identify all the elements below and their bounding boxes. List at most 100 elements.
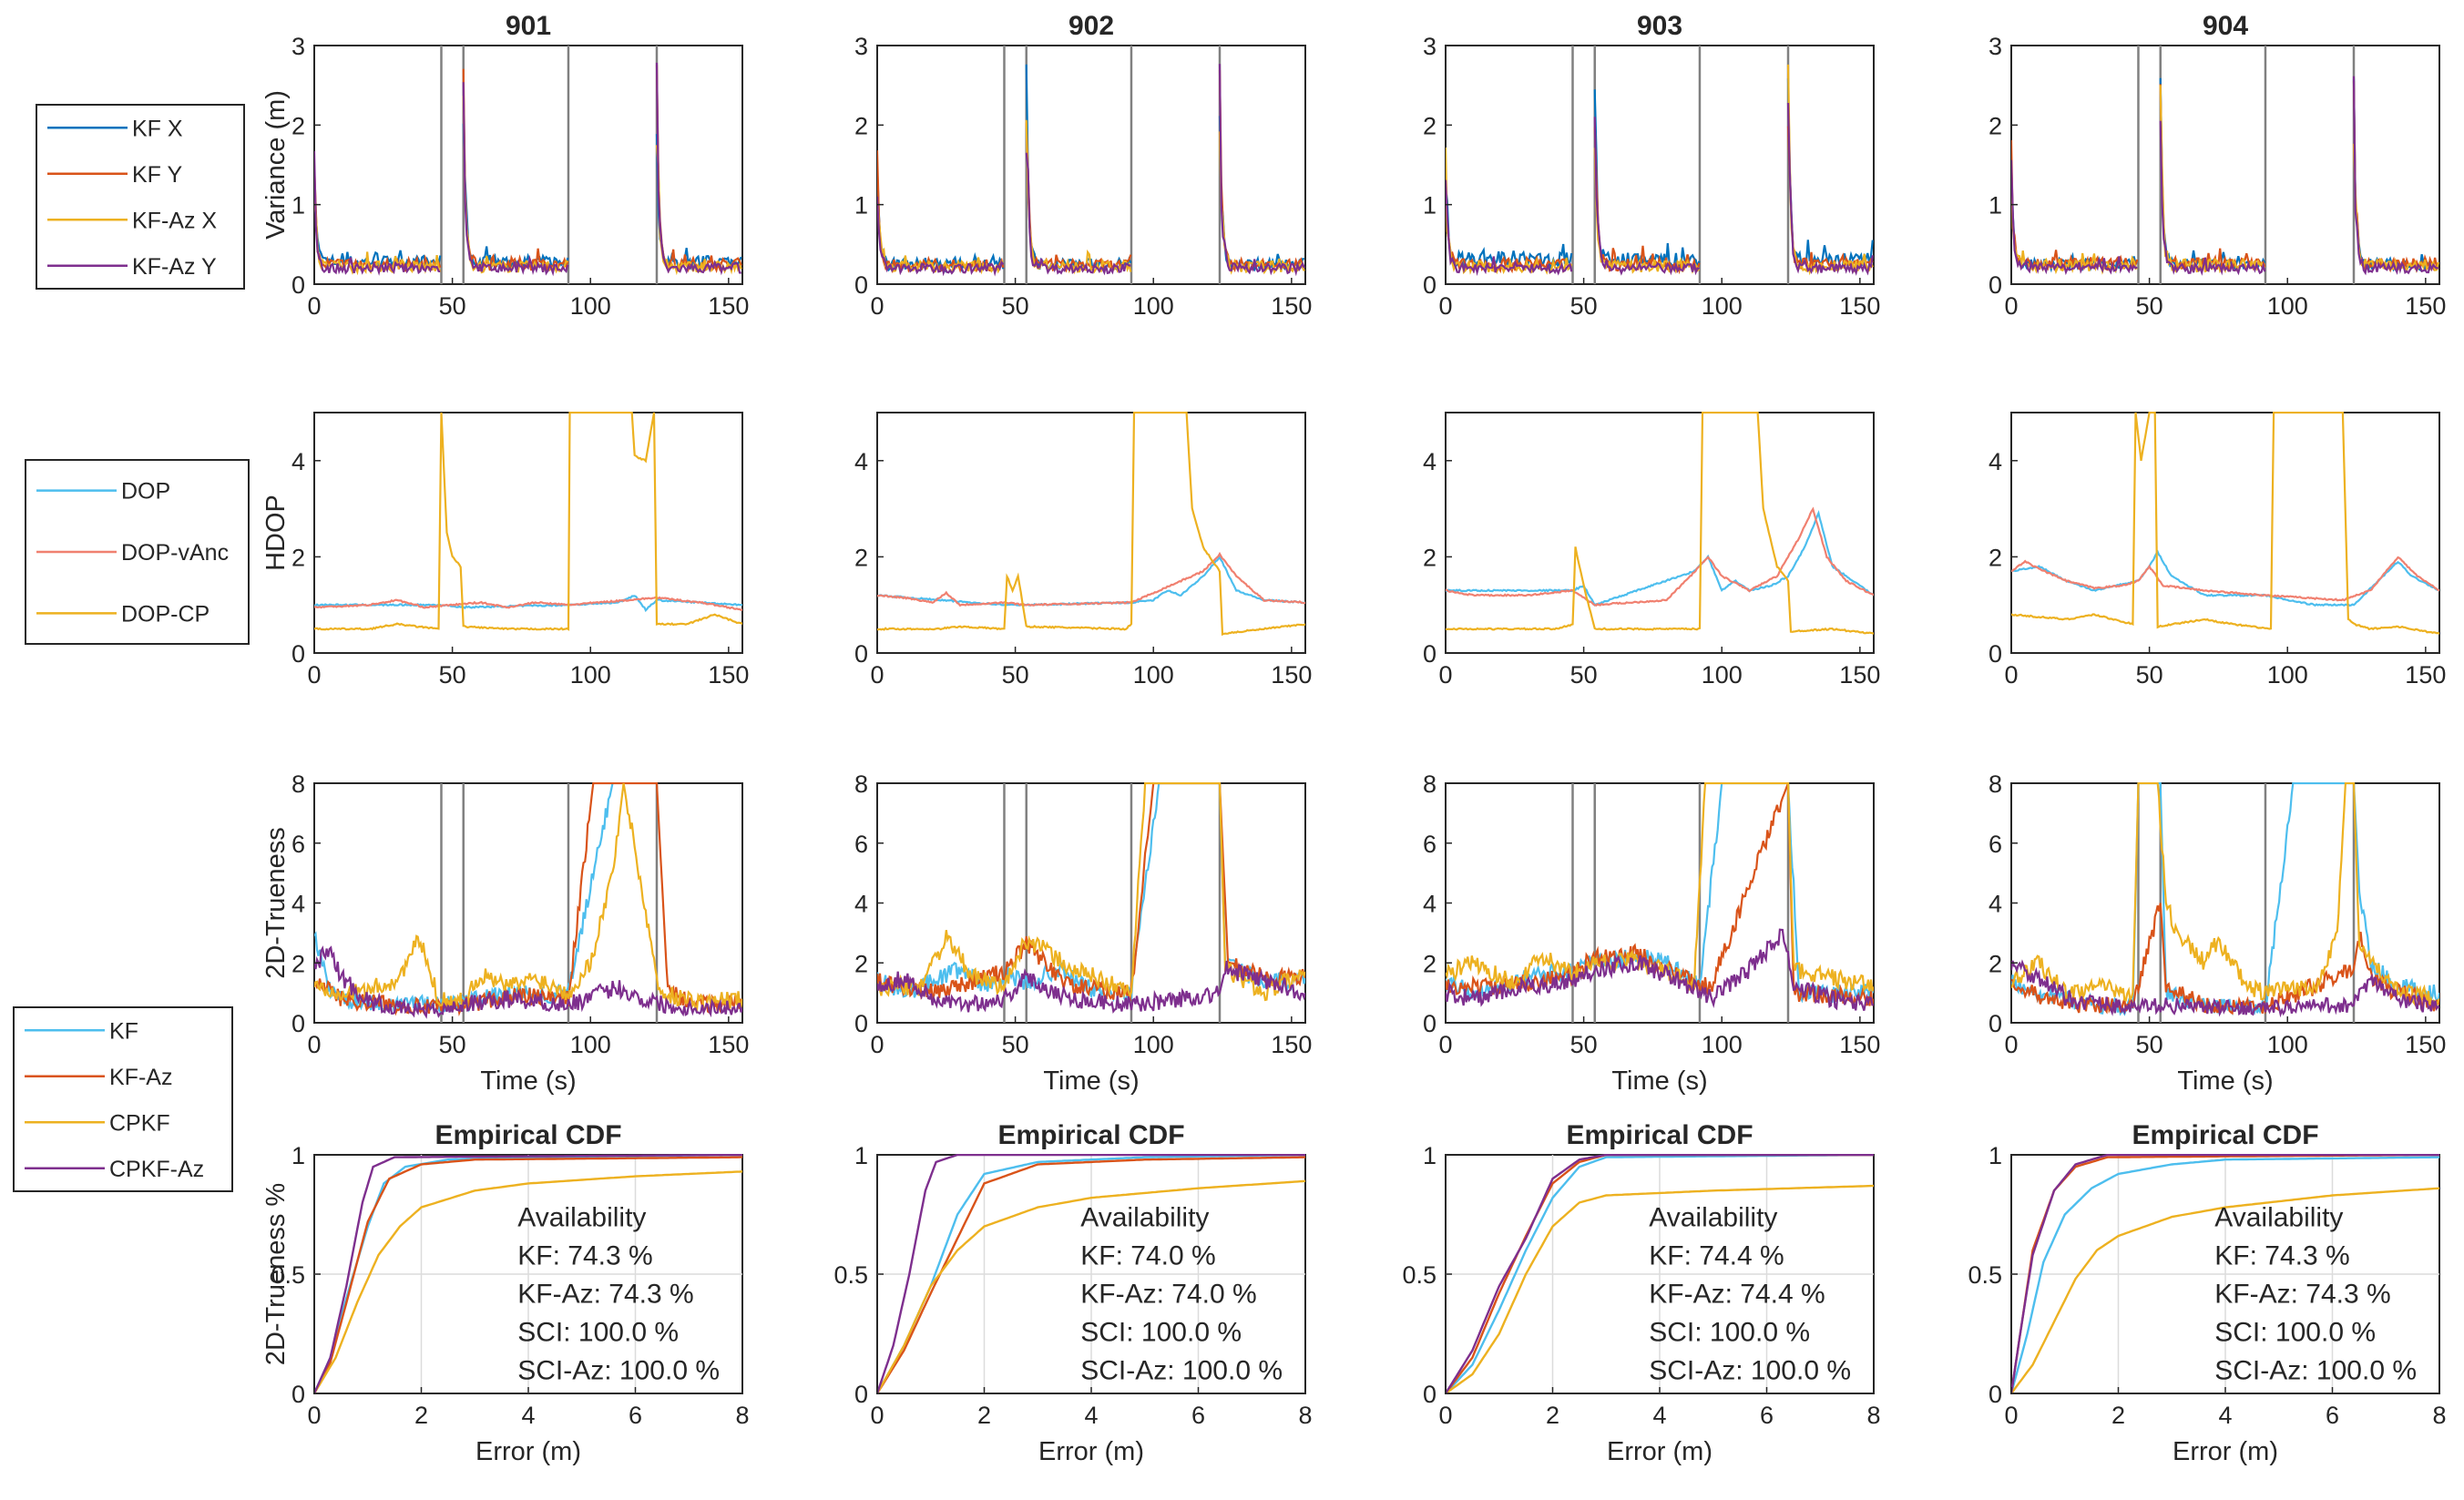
x-tick-label: 150 (708, 292, 749, 320)
x-tick-label: 150 (708, 1031, 749, 1058)
y-tick-label: 4 (1989, 891, 2002, 918)
y-tick-label: 2 (291, 544, 305, 571)
axes-box (2010, 412, 2440, 654)
x-tick-label: 0 (870, 292, 884, 320)
y-tick-label: 0 (1989, 1010, 2002, 1037)
x-tick-label: 0 (307, 661, 321, 689)
legend-trueness: KF KF-Az CPKF CPKF-Az (13, 1006, 233, 1192)
series-line (877, 782, 1305, 1004)
y-tick-label: 0 (1989, 271, 2002, 299)
y-tick-label: 2 (1423, 544, 1436, 571)
series-line (314, 1170, 742, 1393)
y-axis-label: HDOP (261, 495, 291, 571)
x-tick-label: 100 (570, 1031, 611, 1058)
y-tick-label: 1 (1989, 1142, 2002, 1169)
x-tick-label: 6 (1760, 1402, 1774, 1429)
subplot-trueness-4: 0 50 100 150 0 2 4 6 8 Time (s) (1989, 770, 2446, 1096)
availability-text: SCI-Az: 100.0 % (2214, 1356, 2417, 1386)
x-axis-label: Error (m) (1038, 1437, 1144, 1466)
x-tick-label: 4 (1652, 1402, 1666, 1429)
series-line (2011, 959, 2439, 1018)
series-line (877, 1179, 1305, 1393)
series-line (1446, 102, 1874, 277)
y-tick-label: 2 (1989, 112, 2002, 139)
y-tick-label: 0 (1423, 640, 1436, 668)
availability-text: SCI-Az: 100.0 % (1080, 1356, 1283, 1386)
x-tick-label: 50 (1002, 292, 1029, 320)
x-tick-label: 150 (1271, 1031, 1312, 1058)
x-tick-label: 50 (2136, 292, 2163, 320)
legend-label: DOP-vAnc (121, 540, 229, 566)
x-tick-label: 0 (870, 661, 884, 689)
y-tick-label: 8 (291, 770, 305, 798)
x-tick-label: 100 (1702, 1031, 1743, 1058)
x-tick-label: 0 (1438, 292, 1452, 320)
axes-box (876, 45, 1306, 285)
availability-text: Availability (2214, 1203, 2343, 1233)
series-line (877, 782, 1305, 1002)
plot-area (877, 782, 1305, 1023)
y-tick-label: 3 (1423, 33, 1436, 60)
x-tick-label: 100 (2267, 292, 2308, 320)
y-tick-label: 0 (854, 1381, 868, 1408)
y-tick-label: 0 (854, 1010, 868, 1037)
x-tick-label: 0 (870, 1031, 884, 1058)
series-line (877, 782, 1305, 1002)
x-tick-label: 150 (1839, 661, 1880, 689)
x-tick-label: 4 (2218, 1402, 2232, 1429)
x-tick-label: 0 (2004, 1031, 2018, 1058)
plot-area (1446, 412, 1874, 635)
series-line (2011, 1187, 2439, 1393)
x-tick-label: 50 (2136, 661, 2163, 689)
x-tick-label: 2 (977, 1402, 991, 1429)
x-tick-label: 0 (1438, 1402, 1452, 1429)
availability-text: KF-Az: 74.3 % (517, 1280, 693, 1310)
series-line (314, 1156, 742, 1393)
plot-area (314, 412, 742, 631)
availability-text: SCI-Az: 100.0 % (517, 1356, 720, 1386)
x-tick-label: 0 (2004, 661, 2018, 689)
series-line (877, 1156, 1305, 1393)
subplot-hdop-3: 0 50 100 150 0 2 4 (1423, 412, 1880, 689)
x-tick-label: 50 (1570, 1031, 1598, 1058)
series-line (1446, 510, 1874, 607)
availability-text: SCI: 100.0 % (1649, 1318, 1810, 1348)
x-tick-label: 100 (1133, 1031, 1174, 1058)
y-tick-label: 0 (291, 271, 305, 299)
subplot-variance-2: 0 50 100 150 0 1 2 3 902 (854, 11, 1312, 320)
series-line (2011, 1154, 2439, 1393)
subplot-title: 904 (2203, 11, 2248, 41)
series-line (314, 62, 741, 277)
plot-area (2011, 46, 2439, 284)
y-tick-label: 1 (854, 192, 868, 219)
y-tick-label: 0.5 (271, 1261, 305, 1289)
y-tick-label: 6 (1989, 831, 2002, 858)
legend-label: KF X (132, 116, 183, 141)
legend-label: KF (109, 1018, 138, 1044)
y-tick-label: 0 (1423, 271, 1436, 299)
subplot-cdf-3: 0 2 4 6 8 0 0.5 1 Empirical CDF Error (m) Availabi… (1402, 1120, 1880, 1466)
x-tick-label: 50 (1570, 292, 1598, 320)
y-tick-label: 8 (1423, 770, 1436, 798)
x-axis-label: Time (s) (1043, 1066, 1139, 1096)
x-tick-label: 0 (307, 292, 321, 320)
y-tick-label: 2 (1423, 950, 1436, 977)
x-axis-label: Time (s) (2177, 1066, 2273, 1096)
y-tick-label: 4 (854, 891, 868, 918)
y-tick-label: 0.5 (833, 1261, 868, 1289)
availability-text: SCI-Az: 100.0 % (1649, 1356, 1851, 1386)
x-tick-label: 150 (1271, 661, 1312, 689)
legend-variance: KF X KF Y KF-Az X KF-Az Y (36, 104, 245, 290)
x-tick-label: 100 (2267, 661, 2308, 689)
availability-text: KF: 74.0 % (1080, 1241, 1215, 1271)
y-tick-label: 1 (1423, 1142, 1436, 1169)
x-tick-label: 150 (2405, 292, 2446, 320)
x-tick-label: 50 (439, 292, 466, 320)
legend-label: KF-Az X (132, 208, 217, 233)
x-tick-label: 50 (439, 1031, 466, 1058)
subplot-title: Empirical CDF (435, 1120, 621, 1150)
x-axis-label: Error (m) (1607, 1437, 1713, 1466)
plot-area (314, 1154, 742, 1393)
y-tick-label: 0 (854, 271, 868, 299)
